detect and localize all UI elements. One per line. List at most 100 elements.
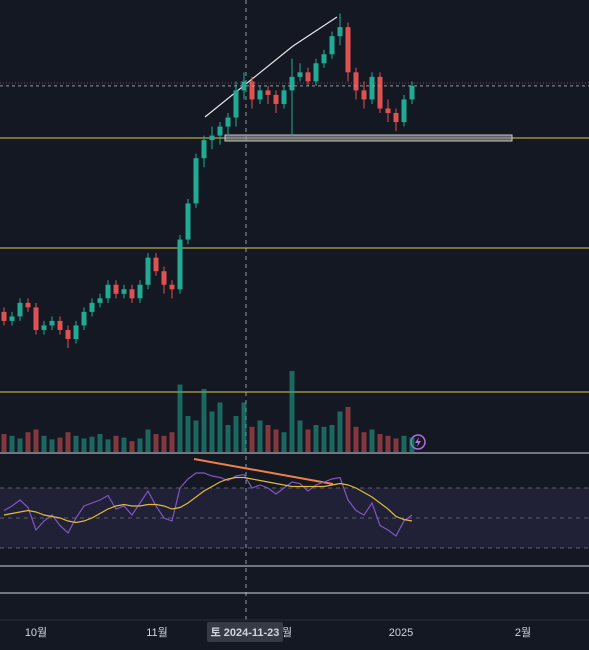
volume-bar (241, 402, 247, 452)
volume-bar (25, 432, 31, 452)
candle-body (249, 81, 255, 100)
volume-bar (249, 426, 255, 452)
crosshair-label-box (207, 622, 283, 642)
volume-bar (57, 437, 63, 452)
candle-body (9, 316, 15, 321)
volume-bar (265, 425, 271, 452)
candle-body (337, 27, 343, 37)
candle-body (185, 203, 191, 240)
candle-body (97, 298, 103, 303)
volume-bar (233, 416, 239, 452)
candle-body (121, 289, 127, 294)
candle-body (49, 320, 55, 326)
crosshair-label: 토 2024-11-23 (211, 626, 280, 639)
volume-bar (393, 438, 399, 452)
candle-body (273, 94, 279, 104)
volume-bar (193, 420, 199, 452)
volume-bar (65, 432, 71, 452)
volume-bar (201, 389, 207, 452)
volume-bar (369, 429, 375, 452)
volume-bar (289, 371, 295, 452)
rsi-trend-line (193, 458, 334, 485)
candle-body (129, 289, 135, 299)
zone-box (224, 134, 513, 142)
candle-body (321, 54, 327, 64)
volume-bar (153, 434, 159, 452)
rsi-line (3, 472, 413, 537)
volume-bar (41, 435, 47, 452)
volume-bar (49, 439, 55, 452)
candle-body (369, 76, 375, 100)
volume-bar (225, 425, 231, 452)
volume-bar (185, 416, 191, 452)
volume-bar (313, 425, 319, 452)
volume-bar (97, 434, 103, 452)
volume-bar (177, 384, 183, 452)
candle-body (193, 158, 199, 204)
time-label: 2025 (389, 627, 413, 639)
candle-body (305, 72, 311, 82)
volume-bar (401, 435, 407, 452)
candle-body (33, 307, 39, 330)
volume-bar (145, 429, 151, 452)
candle-body (201, 140, 207, 159)
candle-body (225, 117, 231, 127)
candle-body (265, 90, 271, 95)
volume-bar (33, 429, 39, 452)
candle-body (81, 311, 87, 326)
candle-body (313, 63, 319, 82)
volume-bar (297, 420, 303, 452)
volume-bar (113, 435, 119, 452)
candle-body (297, 72, 303, 77)
volume-bar (257, 420, 263, 452)
candle-body (57, 320, 63, 330)
candle-body (1, 311, 7, 321)
alert-bolt (415, 437, 421, 447)
candle-body (145, 257, 151, 285)
candle-body (89, 302, 95, 312)
volume-bar (337, 411, 343, 452)
rsi-ma-line (3, 476, 413, 524)
volume-bar (345, 407, 351, 452)
volume-bar (217, 402, 223, 452)
candle-body (137, 284, 143, 299)
volume-bar (209, 411, 215, 452)
volume-bar (1, 434, 7, 452)
candle-body (257, 90, 263, 100)
volume-bar (321, 426, 327, 452)
candle-body (153, 257, 159, 272)
candle-body (217, 126, 223, 136)
volume-bar (305, 429, 311, 452)
candle-body (73, 325, 79, 339)
candle-body (393, 113, 399, 123)
volume-bar (377, 434, 383, 452)
candle-body (289, 76, 295, 91)
volume-bar (129, 441, 135, 452)
volume-bar (73, 435, 79, 452)
volume-bar (105, 439, 111, 452)
candle-body (177, 239, 183, 290)
candle-body (329, 36, 335, 55)
volume-bar (9, 435, 15, 452)
volume-bar (81, 438, 87, 452)
candle-body (161, 271, 167, 285)
volume-bar (273, 429, 279, 452)
volume-bar (409, 437, 415, 452)
candle-body (281, 90, 287, 104)
volume-bar (281, 432, 287, 452)
candle-body (233, 90, 239, 118)
candle-body (361, 90, 367, 100)
volume-bar (353, 426, 359, 452)
candle-body (113, 284, 119, 294)
candle-body (105, 284, 111, 299)
volume-bar (329, 425, 335, 452)
volume-bar (89, 436, 95, 452)
candle-body (25, 302, 31, 308)
candle-body (385, 108, 391, 113)
candle-body (209, 135, 215, 141)
time-label: 2월 (515, 626, 531, 639)
volume-bar (385, 435, 391, 452)
volume-bar (161, 435, 167, 452)
